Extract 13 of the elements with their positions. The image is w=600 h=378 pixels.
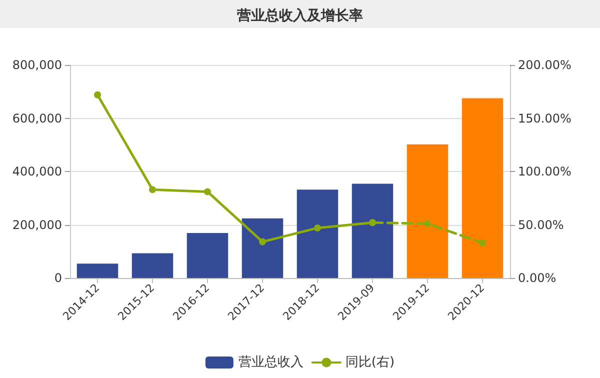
y-tick-label: 600,000	[12, 111, 62, 126]
y-tick-label: 200,000	[12, 218, 62, 232]
y-tick-label: 0	[54, 271, 62, 285]
y-tick-label: 800,000	[12, 58, 62, 72]
y2-tick-label: 0.00%	[518, 271, 556, 285]
y-tick-label: 400,000	[12, 164, 62, 178]
chart-title: 营业总收入及增长率	[236, 7, 363, 24]
y2-tick-label: 100.00%	[518, 164, 572, 178]
legend-label: 营业总收入	[238, 355, 304, 370]
y2-tick-label: 150.00%	[518, 111, 572, 126]
legend-label: 同比(右)	[345, 355, 395, 370]
y2-tick-label: 50.00%	[518, 218, 564, 232]
y2-tick-label: 200.00%	[518, 58, 572, 72]
